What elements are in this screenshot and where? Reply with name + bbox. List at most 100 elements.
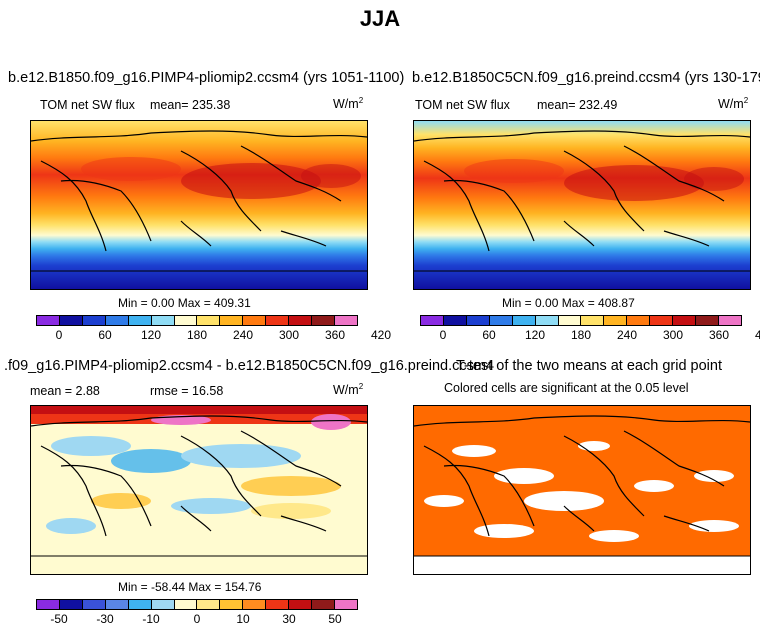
panel-a-colorbar-swatches [36, 315, 358, 326]
panel-c-colorbar-tick-label: 30 [282, 612, 296, 626]
panel-a-colorbar-tick-label: 120 [140, 328, 162, 342]
panel-d-title: T-test of the two means at each grid poi… [456, 358, 722, 374]
panel-b-colorbar-swatch [489, 316, 513, 325]
panel-b-colorbar-swatch [673, 316, 697, 325]
panel-c-colorbar-swatch [312, 600, 335, 609]
panel-c-colorbar-swatch [59, 600, 83, 609]
panel-b-colorbar-swatch [627, 316, 651, 325]
panel-b-colorbar-tick-label: 60 [482, 328, 496, 342]
panel-a-colorbar-swatch [37, 316, 60, 325]
panel-a-colorbar-swatch [289, 316, 313, 325]
panel-c-minmax: Min = -58.44 Max = 154.76 [118, 580, 262, 594]
panel-a-mean: mean= 235.38 [150, 98, 231, 112]
panel-b-map-graphic [414, 121, 750, 289]
panel-c-colorbar-swatch [334, 600, 357, 609]
panel-c-colorbar-swatch [82, 600, 106, 609]
panel-a-colorbar-tick-label: 300 [278, 328, 300, 342]
panel-c-colorbar-swatch [266, 600, 290, 609]
panel-b-colorbar-swatch [421, 316, 444, 325]
panel-b-colorbar-swatch [466, 316, 490, 325]
panel-c-colorbar-tick-label: -50 [50, 612, 68, 626]
panel-c-colorbar-tick-label: -30 [96, 612, 114, 626]
panel-a-colorbar-swatch [82, 316, 106, 325]
panel-c-title: .f09_g16.PIMP4-pliomip2.ccsm4 - b.e12.B1… [4, 358, 495, 374]
panel-b-units: W/m2 [718, 96, 749, 112]
panel-a-variable: TOM net SW flux [40, 98, 135, 112]
panel-b-map [413, 120, 751, 290]
panel-a-colorbar-swatch [312, 316, 335, 325]
panel-a-colorbar-tick-label: 360 [324, 328, 346, 342]
panel-b-colorbar-swatch [650, 316, 674, 325]
panel-c-map [30, 405, 368, 575]
panel-b-colorbar-tick-label: 120 [524, 328, 546, 342]
panel-c-map-graphic [31, 406, 367, 574]
panel-a-colorbar-swatch [128, 316, 152, 325]
panel-b-variable: TOM net SW flux [415, 98, 510, 112]
panel-a-colorbar-swatch [174, 316, 198, 325]
panel-b-colorbar-ticks: 0 60 120 180 240 300 360 420 [420, 326, 760, 342]
panel-b-colorbar-tick-label: 420 [754, 328, 760, 342]
panel-b-colorbar-swatch [443, 316, 467, 325]
panel-a-title: b.e12.B1850.f09_g16.PIMP4-pliomip2.ccsm4… [8, 70, 405, 86]
panel-a-colorbar-swatch [151, 316, 175, 325]
panel-c-colorbar-swatch [128, 600, 152, 609]
panel-b-colorbar-tick-label: 0 [439, 328, 447, 342]
panel-b-colorbar-swatch [535, 316, 559, 325]
panel-b-colorbar-swatch [558, 316, 582, 325]
panel-a-units: W/m2 [333, 96, 364, 112]
panel-a-colorbar-swatch [59, 316, 83, 325]
panel-b-colorbar-swatch [696, 316, 719, 325]
panel-b-colorbar-swatch [581, 316, 605, 325]
panel-b-colorbar-swatch [718, 316, 741, 325]
panel-c-colorbar-ticks: -50 -30 -10 0 10 30 50 [36, 610, 358, 626]
panel-c-colorbar-tick-label: -10 [142, 612, 160, 626]
panel-a-colorbar-swatch [266, 316, 290, 325]
panel-a-colorbar-swatch [243, 316, 267, 325]
panel-c-colorbar-swatch [105, 600, 129, 609]
panel-c-colorbar-swatch [151, 600, 175, 609]
panel-b-colorbar-tick-label: 180 [570, 328, 592, 342]
panel-c-colorbar-tick-label: 0 [193, 612, 201, 626]
panel-b-colorbar: 0 60 120 180 240 300 360 420 [420, 315, 760, 342]
panel-a-colorbar-ticks: 0 60 120 180 240 300 360 420 [36, 326, 391, 342]
panel-c-colorbar-swatch [289, 600, 313, 609]
panel-c-colorbar-swatches [36, 599, 358, 610]
panel-a-colorbar-tick-label: 0 [55, 328, 63, 342]
panel-c-colorbar-tick-label: 50 [328, 612, 342, 626]
panel-b-mean: mean= 232.49 [537, 98, 618, 112]
panel-d-map-graphic [414, 406, 750, 574]
panel-b-colorbar-swatches [420, 315, 742, 326]
panel-a-colorbar-tick-label: 180 [186, 328, 208, 342]
panel-d-map [413, 405, 751, 575]
panel-a-colorbar: 0 60 120 180 240 300 360 420 [36, 315, 391, 342]
panel-a-colorbar-tick-label: 240 [232, 328, 254, 342]
panel-b-colorbar-tick-label: 300 [662, 328, 684, 342]
panel-c-colorbar-swatch [220, 600, 244, 609]
panel-c-colorbar-tick-label: 10 [236, 612, 250, 626]
panel-c-rmse: rmse = 16.58 [150, 384, 224, 398]
panel-b-title: b.e12.B1850C5CN.f09_g16.preind.ccsm4 (yr… [412, 70, 760, 86]
panel-a-minmax: Min = 0.00 Max = 409.31 [118, 296, 251, 310]
panel-c-colorbar-swatch [197, 600, 221, 609]
panel-d-subtitle: Colored cells are significant at the 0.0… [444, 381, 689, 395]
panel-a-colorbar-tick-label: 420 [370, 328, 392, 342]
panel-b-colorbar-swatch [604, 316, 628, 325]
panel-c-colorbar-swatch [37, 600, 60, 609]
panel-b-colorbar-swatch [512, 316, 536, 325]
panel-c-colorbar-swatch [174, 600, 198, 609]
panel-c-colorbar: -50 -30 -10 0 10 30 50 [36, 599, 358, 626]
panel-a-colorbar-swatch [197, 316, 221, 325]
panel-a-colorbar-swatch [220, 316, 244, 325]
panel-a-colorbar-tick-label: 60 [98, 328, 112, 342]
panel-a-map-graphic [31, 121, 367, 289]
panel-a-colorbar-swatch [105, 316, 129, 325]
figure-title: JJA [359, 6, 401, 31]
panel-b-minmax: Min = 0.00 Max = 408.87 [502, 296, 635, 310]
panel-a-map [30, 120, 368, 290]
panel-b-colorbar-tick-label: 360 [708, 328, 730, 342]
panel-c-mean: mean = 2.88 [30, 384, 100, 398]
panel-c-colorbar-swatch [243, 600, 267, 609]
panel-a-colorbar-swatch [334, 316, 357, 325]
panel-b-colorbar-tick-label: 240 [616, 328, 638, 342]
panel-c-units: W/m2 [333, 382, 364, 398]
